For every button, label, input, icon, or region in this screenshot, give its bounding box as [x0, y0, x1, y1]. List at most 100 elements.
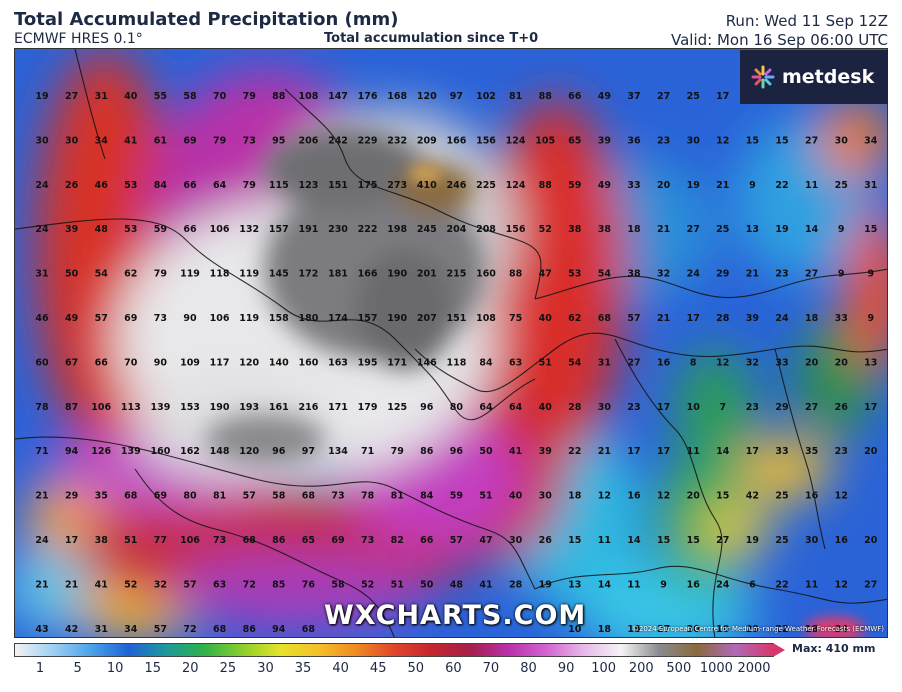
grid-value: 54: [95, 269, 109, 280]
grid-value: 23: [627, 402, 640, 413]
grid-value: 160: [476, 269, 496, 280]
grid-value: 35: [805, 446, 818, 457]
grid-value: 106: [91, 402, 111, 413]
grid-value: 208: [476, 224, 496, 235]
grid-value: 29: [65, 491, 78, 502]
grid-value: 245: [417, 224, 437, 235]
grid-value: 207: [417, 313, 437, 324]
grid-value: 28: [568, 402, 582, 413]
grid-value: 39: [539, 446, 552, 457]
grid-value: 118: [446, 357, 466, 368]
grid-value: 12: [657, 491, 670, 502]
grid-value: 77: [154, 535, 167, 546]
grid-value: 68: [598, 313, 612, 324]
grid-value: 65: [302, 535, 315, 546]
grid-value: 88: [539, 91, 553, 102]
grid-value: 54: [598, 269, 612, 280]
grid-value: 26: [539, 535, 553, 546]
grid-value: 24: [716, 579, 730, 590]
grid-value: 72: [243, 579, 256, 590]
grid-value: 47: [479, 535, 492, 546]
grid-value: 25: [775, 535, 788, 546]
grid-value: 34: [95, 135, 109, 146]
grid-value: 32: [154, 579, 167, 590]
grid-value: 20: [864, 446, 878, 457]
grid-value: 73: [331, 491, 344, 502]
grid-value: 31: [864, 180, 877, 191]
grid-value: 54: [568, 357, 582, 368]
grid-value: 66: [183, 180, 197, 191]
grid-value: 64: [509, 402, 523, 413]
grid-value: 96: [450, 446, 464, 457]
grid-value: 80: [183, 491, 197, 502]
grid-value: 84: [420, 491, 434, 502]
grid-value: 193: [239, 402, 259, 413]
grid-value: 64: [479, 402, 493, 413]
grid-value: 204: [446, 224, 466, 235]
grid-value: 66: [95, 357, 109, 368]
grid-value: 21: [657, 313, 670, 324]
grid-value: 41: [95, 579, 108, 590]
grid-value: 148: [210, 446, 230, 457]
grid-value: 27: [864, 579, 877, 590]
grid-value: 10: [716, 624, 730, 635]
grid-value: 13: [864, 357, 877, 368]
grid-value: 410: [417, 180, 437, 191]
grid-value: 12: [716, 135, 729, 146]
grid-value: 40: [509, 491, 523, 502]
grid-value: 49: [65, 313, 78, 324]
grid-value: 24: [35, 224, 49, 235]
grid-value: 20: [835, 357, 849, 368]
legend-label: 40: [332, 661, 349, 676]
grid-value: 13: [568, 579, 581, 590]
grid-value: 146: [417, 357, 437, 368]
grid-value: 73: [243, 135, 256, 146]
grid-value: 41: [479, 579, 492, 590]
grid-value: 68: [213, 624, 227, 635]
grid-value: 10: [568, 624, 582, 635]
grid-value: 140: [269, 357, 289, 368]
grid-value: 37: [627, 91, 640, 102]
grid-value: 106: [210, 313, 230, 324]
grid-value: 43: [35, 624, 48, 635]
grid-value: 68: [243, 535, 257, 546]
precipitation-map[interactable]: 19 27 31 40 55 58 70 79 88 108 147 176 168 120 97 102 81…: [14, 48, 888, 638]
grid-value: 26: [835, 402, 849, 413]
grid-value: 88: [509, 269, 523, 280]
grid-value: 171: [328, 402, 348, 413]
grid-value: 190: [210, 402, 230, 413]
grid-value: 23: [657, 135, 670, 146]
grid-value: 9: [660, 579, 667, 590]
grid-value: 51: [391, 579, 404, 590]
grid-value: 230: [328, 224, 348, 235]
grid-value: 13: [746, 224, 759, 235]
grid-value: 81: [509, 91, 522, 102]
grid-value: 58: [272, 491, 286, 502]
grid-value: 19: [35, 91, 48, 102]
grid-value: 139: [150, 402, 170, 413]
grid-value: 52: [539, 224, 552, 235]
grid-value: 32: [657, 269, 670, 280]
grid-value: 21: [598, 446, 611, 457]
logo-text: metdesk: [782, 66, 875, 88]
grid-value: 73: [361, 535, 374, 546]
grid-value: 174: [328, 313, 348, 324]
grid-value: 16: [687, 579, 701, 590]
grid-value: 201: [417, 269, 437, 280]
grid-value: 25: [687, 91, 700, 102]
grid-value: 147: [328, 91, 348, 102]
grid-value: 9: [749, 180, 756, 191]
grid-value: 15: [864, 224, 877, 235]
legend-label: 60: [445, 661, 462, 676]
grid-value: 24: [35, 535, 49, 546]
grid-value: 81: [391, 491, 404, 502]
grid-value: 53: [568, 269, 581, 280]
grid-value: 153: [180, 402, 200, 413]
grid-value: 96: [272, 446, 286, 457]
grid-value: 75: [509, 313, 522, 324]
grid-value: 119: [180, 269, 200, 280]
grid-value: 33: [627, 180, 640, 191]
grid-value: 18: [627, 624, 641, 635]
grid-value: 70: [124, 357, 138, 368]
grid-value: 31: [35, 269, 48, 280]
